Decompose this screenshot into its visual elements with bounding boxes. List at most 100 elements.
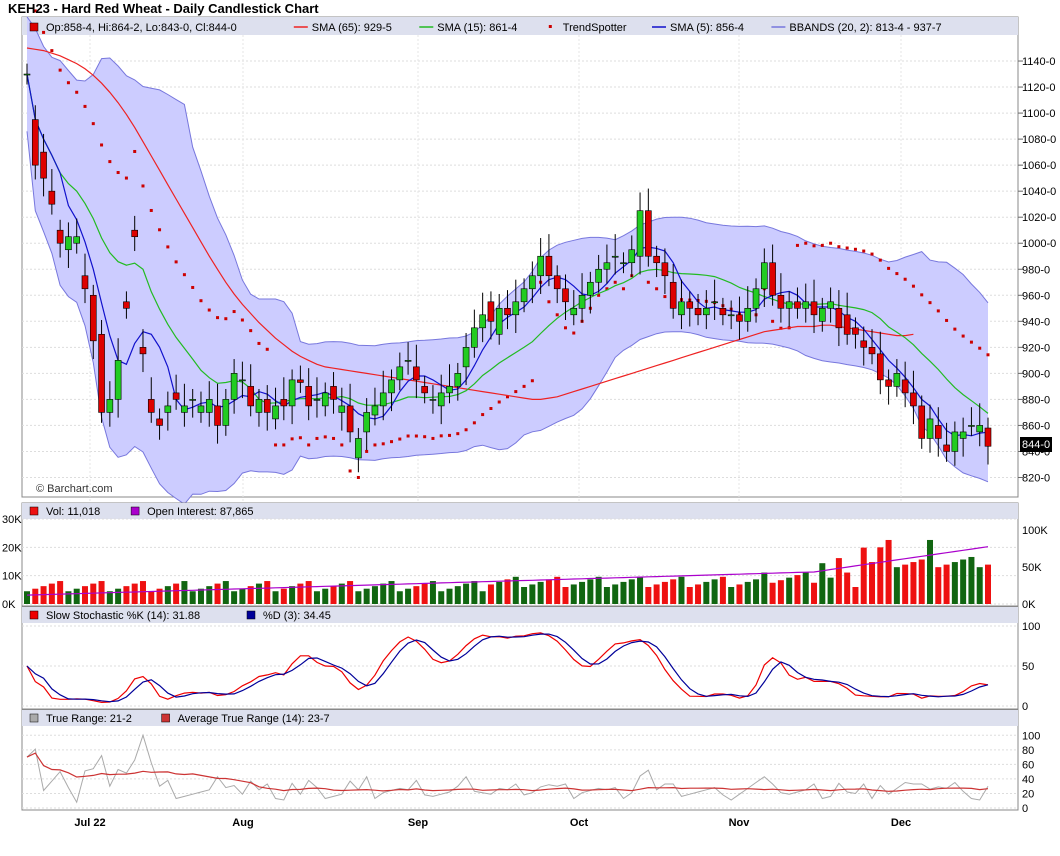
legend-swatch [161,713,170,723]
candle-body [156,418,163,426]
stochastic-grid [22,625,1018,707]
volume-bar [197,588,204,604]
trendspotter-dot [986,353,990,357]
trendspotter-dot [207,308,211,312]
volume-bar [446,588,453,604]
candle-body [81,275,89,290]
volume-bar [678,576,685,604]
volume-bar [918,559,925,604]
trendspotter-dot [439,434,443,438]
volume-bar [330,586,337,604]
candle-body [877,353,884,381]
price-legend: Op:858-4, Hi:864-2, Lo:843-0, Cl:844-0 SM… [29,22,942,34]
candle-body [794,301,801,309]
trendspotter-dot [878,258,882,262]
x-axis-label: Dec [891,817,911,829]
price-tick-label: 1120-0 [1022,82,1055,94]
trendspotter-dot [232,310,236,314]
trendspotter-dot [323,435,327,439]
trendspotter-dot [83,104,87,108]
trendspotter-dot [961,334,965,338]
volume-bar [313,591,320,604]
volume-bar [744,581,751,604]
volume-bar [794,575,801,604]
volume-bar [554,576,561,604]
candle-body [139,347,147,355]
volume-bar [719,576,726,604]
trendspotter-dot [506,395,509,399]
candle-body [272,405,279,420]
sma65-line [26,47,914,400]
legend-swatch [548,25,552,28]
trendspotter-dot [365,449,369,453]
candle-body [421,386,428,394]
candle-body [827,301,834,309]
volume-bar [736,584,743,604]
volume-bars [24,539,991,604]
volume-bar [181,581,188,604]
trendspotter-dot [282,443,286,447]
trendspotter-dot [655,287,659,291]
volume-bar [910,562,917,604]
true-range-tick-label: 80 [1022,745,1034,757]
volume-bar [570,584,577,604]
trendspotter-dot [555,313,559,317]
candle-body [934,425,942,439]
legend-swatch [130,506,140,516]
volume-bar [429,581,436,604]
price-tick-label: 1020-0 [1022,212,1056,224]
volume-bar [595,576,602,604]
trendspotter-dot [812,244,816,248]
volume-bar [272,591,279,604]
candle-body [843,314,851,335]
candle-body [404,360,412,362]
stochastic-tick-label: 100 [1022,621,1040,633]
candle-body [288,379,296,407]
trendspotter-dot [431,436,435,440]
trendspotter-dot [50,49,54,53]
stochastic-legend: Slow Stochastic %K (14): 31.88 %D (3): 34… [29,610,331,622]
candle-body [388,379,395,394]
candle-body [537,255,544,277]
volume-bar [504,579,511,604]
volume-bar [927,539,934,604]
candle-body [669,281,677,309]
legend-swatch [29,506,39,516]
candle-body [98,334,105,413]
candle-body [214,405,221,426]
candle-body [578,294,586,309]
candle-body [761,262,768,290]
volume-bar [214,583,221,604]
trendspotter-dot [182,273,186,277]
volume-bar [753,579,760,604]
legend-label: Average True Range (14): 23-7 [178,713,330,725]
candle-body [48,190,56,205]
trendspotter-dot [522,384,526,388]
true-range-grid [22,734,1018,809]
trendspotter-dot [472,421,476,425]
price-tick-label: 1080-0 [1022,134,1056,146]
candle-body [247,386,254,407]
true-range-legend: True Range: 21-2 Average True Range (14):… [29,713,330,725]
volume-bar [413,586,420,604]
candle-body [131,229,138,238]
volume-bar [869,562,876,604]
candle-body [628,249,636,264]
volume-bar [670,579,677,604]
volume-bar [24,591,30,604]
volume-bar [81,586,88,604]
candle-body [611,255,619,258]
candle-body [504,307,511,316]
candle-body [363,412,370,433]
last-price-label: 844-0 [1020,437,1052,452]
x-axis-label: Aug [232,817,253,829]
volume-bar [115,588,122,604]
volume-bar [322,588,329,604]
volume-bar [695,584,702,604]
legend-label: True Range: 21-2 [46,713,132,725]
volume-grid [22,518,1018,605]
trendspotter-dot [456,432,460,436]
volume-legend: Vol: 11,018 Open Interest: 87,865 [29,506,254,518]
candle-body [727,314,735,317]
candle-body [520,288,528,303]
